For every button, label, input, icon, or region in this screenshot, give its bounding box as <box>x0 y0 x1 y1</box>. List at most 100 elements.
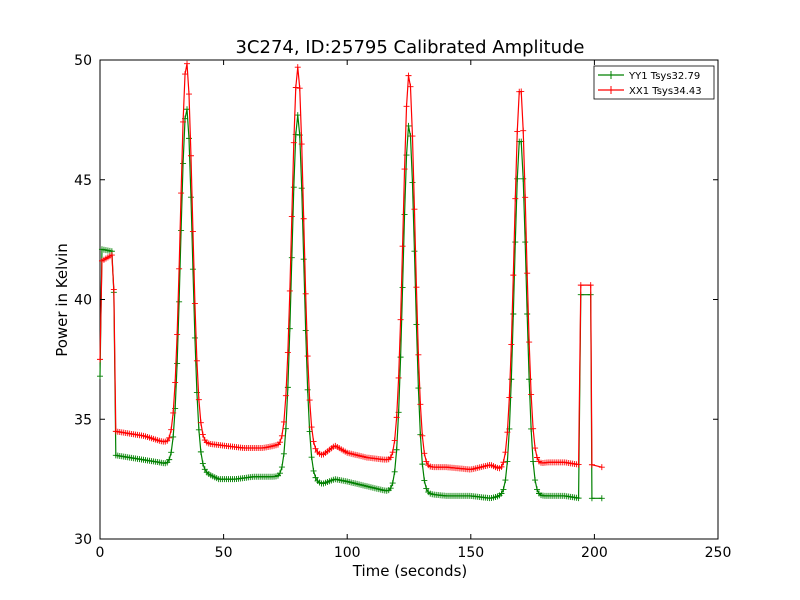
data-point-marker <box>290 139 297 146</box>
data-point-marker <box>522 239 529 246</box>
data-point-marker <box>191 334 198 341</box>
series-markers <box>97 60 605 473</box>
data-point-marker <box>286 325 293 332</box>
data-point-marker <box>387 485 394 492</box>
data-point-marker <box>399 243 406 250</box>
data-point-marker <box>500 459 507 466</box>
data-point-marker <box>411 248 418 255</box>
data-point-marker <box>389 480 396 487</box>
data-point-marker <box>401 211 408 218</box>
data-point-marker <box>199 431 206 438</box>
data-point-marker <box>514 175 521 182</box>
data-point-marker <box>294 112 301 119</box>
data-point-marker <box>174 360 181 367</box>
data-point-marker <box>197 448 204 455</box>
series-layer <box>97 60 605 502</box>
data-point-marker <box>172 379 179 386</box>
data-point-marker <box>187 194 194 201</box>
data-point-marker <box>180 160 187 167</box>
data-point-marker <box>526 339 533 346</box>
data-point-marker <box>498 490 505 497</box>
data-point-marker <box>304 353 311 360</box>
x-tick-label: 50 <box>215 545 233 561</box>
data-point-marker <box>577 282 584 289</box>
data-point-marker <box>415 351 422 358</box>
data-point-marker <box>197 419 204 426</box>
data-point-marker <box>508 341 515 348</box>
legend-label: XX1 Tsys34.43 <box>629 86 702 97</box>
data-point-marker <box>534 486 541 493</box>
data-point-marker <box>296 85 303 92</box>
data-point-marker <box>524 270 531 277</box>
data-point-marker <box>409 133 416 140</box>
series-markers <box>97 106 605 502</box>
data-point-marker <box>306 397 313 404</box>
data-point-marker <box>176 298 183 305</box>
data-point-marker <box>534 454 541 461</box>
data-point-marker <box>405 72 412 79</box>
data-point-marker <box>530 458 537 465</box>
data-point-marker <box>294 64 301 71</box>
data-point-marker <box>170 409 177 416</box>
data-point-marker <box>185 91 192 98</box>
data-point-marker <box>413 321 420 328</box>
data-point-marker <box>308 424 315 431</box>
data-point-marker <box>300 256 307 263</box>
data-point-marker <box>300 215 307 222</box>
data-point-marker <box>292 84 299 91</box>
data-point-marker <box>512 239 519 246</box>
data-point-marker <box>510 310 517 317</box>
data-point-marker <box>504 458 511 465</box>
data-point-marker <box>417 401 424 408</box>
data-point-marker <box>403 103 410 110</box>
data-point-marker <box>278 464 285 471</box>
data-point-marker <box>308 454 315 461</box>
data-point-marker <box>520 127 527 134</box>
data-point-marker <box>298 185 305 192</box>
data-point-marker <box>512 195 519 202</box>
data-point-marker <box>174 331 181 338</box>
data-point-marker <box>397 354 404 361</box>
data-point-marker <box>575 495 582 502</box>
data-point-marker <box>419 461 426 468</box>
legend-items: YY1 Tsys32.79 XX1 Tsys34.43 <box>598 71 702 97</box>
data-point-marker <box>97 373 103 380</box>
data-point-marker <box>280 450 287 457</box>
data-point-marker <box>284 349 291 356</box>
data-point-marker <box>391 437 398 444</box>
data-point-marker <box>282 425 289 432</box>
x-tick-label: 0 <box>96 545 105 561</box>
legend-entry: XX1 Tsys34.43 <box>598 86 702 97</box>
data-point-marker <box>166 434 173 441</box>
plot-area: 0 50 100 150 200 250 30 35 40 45 50 <box>74 53 731 561</box>
data-point-marker <box>310 438 317 445</box>
tick-layer: 0 50 100 150 200 250 30 35 40 45 50 <box>74 53 731 561</box>
data-point-marker <box>421 450 428 457</box>
x-tick-label: 250 <box>705 545 732 561</box>
data-point-marker <box>415 385 422 392</box>
data-point-marker <box>532 445 539 452</box>
data-point-marker <box>588 495 595 502</box>
data-point-marker <box>413 284 420 291</box>
data-point-marker <box>411 206 418 213</box>
data-point-marker <box>302 327 309 334</box>
data-point-marker <box>532 477 539 484</box>
data-point-marker <box>421 477 428 484</box>
data-point-marker <box>180 118 187 125</box>
data-point-marker <box>423 485 430 492</box>
data-point-marker <box>178 190 185 197</box>
data-point-marker <box>195 426 202 433</box>
data-point-marker <box>389 449 396 456</box>
data-point-marker <box>182 71 189 78</box>
data-point-marker <box>393 446 400 453</box>
data-point-marker <box>395 374 402 381</box>
data-point-marker <box>528 391 535 398</box>
data-point-marker <box>391 468 398 475</box>
x-tick-label: 200 <box>581 545 608 561</box>
data-point-marker <box>514 128 521 135</box>
data-point-marker <box>280 418 287 425</box>
data-point-marker <box>187 152 194 159</box>
y-tick-label: 40 <box>74 293 92 309</box>
